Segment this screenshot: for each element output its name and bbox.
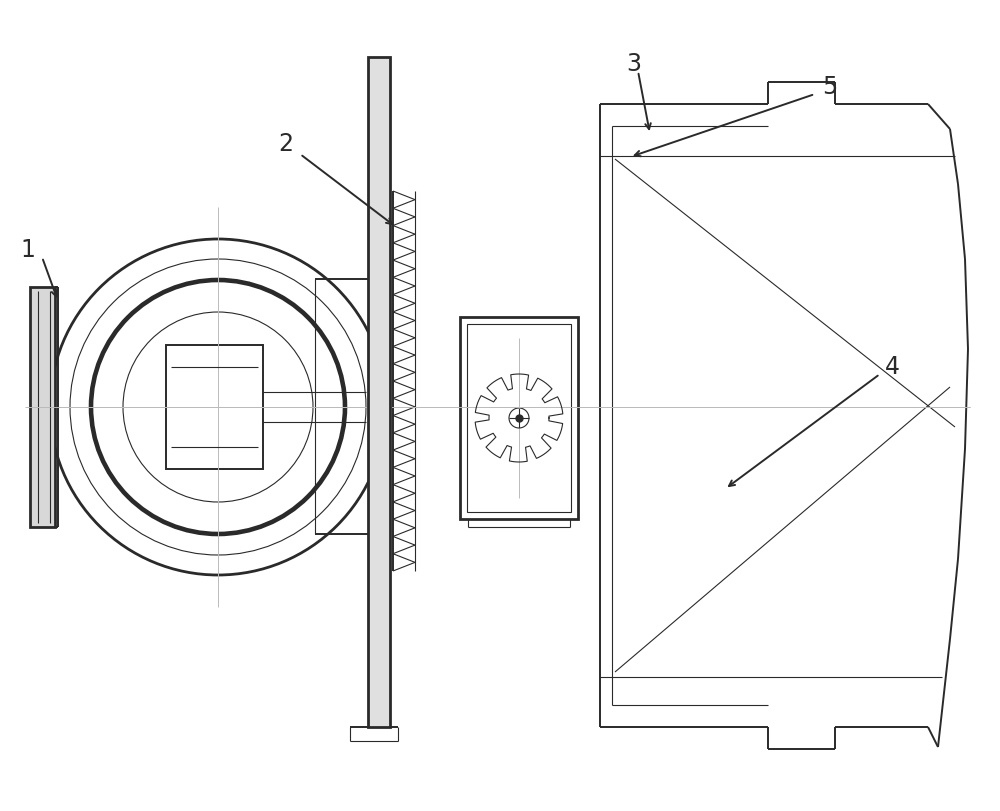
Bar (166, 345, 263, 470)
Bar (467, 324, 571, 513)
Text: 4: 4 (885, 354, 900, 379)
Bar (368, 58, 390, 727)
Text: 5: 5 (822, 75, 837, 99)
Text: 1: 1 (20, 238, 35, 262)
Text: 3: 3 (626, 52, 641, 76)
Bar (30, 288, 55, 527)
Bar (460, 318, 578, 519)
Text: 2: 2 (278, 132, 293, 156)
